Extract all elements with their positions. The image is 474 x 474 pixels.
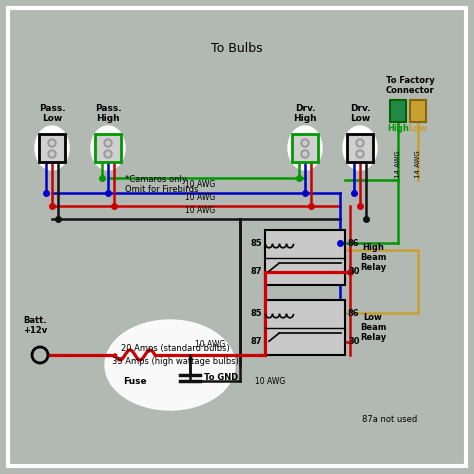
Circle shape: [104, 150, 112, 158]
Text: 30: 30: [348, 337, 359, 346]
Text: 87: 87: [250, 337, 262, 346]
Text: *Camaros only
Omit for Firebirds: *Camaros only Omit for Firebirds: [125, 175, 199, 194]
Circle shape: [301, 150, 309, 158]
Text: High
Beam
Relay: High Beam Relay: [360, 243, 386, 273]
Circle shape: [50, 152, 54, 156]
Text: To GND: To GND: [204, 373, 238, 382]
Circle shape: [301, 139, 309, 147]
Ellipse shape: [105, 320, 235, 410]
Text: High: High: [387, 124, 409, 133]
Text: Pass.
Low: Pass. Low: [39, 104, 65, 123]
Text: Batt.
+12v: Batt. +12v: [23, 316, 47, 335]
Bar: [95, 134, 121, 162]
Text: 10 AWG: 10 AWG: [185, 180, 215, 189]
Circle shape: [358, 152, 362, 156]
Bar: [410, 100, 426, 122]
Ellipse shape: [343, 126, 377, 170]
Circle shape: [106, 152, 110, 156]
Text: 85: 85: [250, 309, 262, 318]
Text: 86: 86: [348, 238, 360, 247]
Text: Fuse: Fuse: [123, 377, 147, 386]
Text: 30: 30: [348, 267, 359, 276]
Text: Low
Beam
Relay: Low Beam Relay: [360, 312, 386, 342]
Text: 10 AWG: 10 AWG: [255, 376, 285, 385]
Circle shape: [48, 150, 56, 158]
Bar: [292, 134, 318, 162]
Circle shape: [358, 141, 362, 145]
Circle shape: [106, 141, 110, 145]
Text: 87: 87: [250, 267, 262, 276]
Text: 14 AWG: 14 AWG: [415, 150, 421, 178]
Text: 20 Amps (standard bulbs)
35 Amps (high wattage bulbs): 20 Amps (standard bulbs) 35 Amps (high w…: [111, 344, 238, 366]
Circle shape: [104, 139, 112, 147]
Text: Drv.
Low: Drv. Low: [350, 104, 370, 123]
Circle shape: [50, 141, 54, 145]
Text: Pass.
High: Pass. High: [95, 104, 121, 123]
Bar: [347, 134, 373, 162]
Bar: [39, 134, 65, 162]
Text: 85: 85: [250, 238, 262, 247]
Ellipse shape: [35, 126, 69, 170]
Circle shape: [303, 141, 307, 145]
Circle shape: [356, 150, 364, 158]
Text: Low: Low: [409, 124, 428, 133]
Text: To Factory
Connector: To Factory Connector: [386, 75, 434, 95]
Text: 10 AWG: 10 AWG: [185, 206, 215, 215]
Circle shape: [303, 152, 307, 156]
Ellipse shape: [288, 126, 322, 170]
Bar: [265, 300, 345, 355]
Bar: [390, 100, 406, 122]
Text: To Bulbs: To Bulbs: [211, 42, 263, 55]
Text: Drv.
High: Drv. High: [293, 104, 317, 123]
Text: 10 AWG: 10 AWG: [195, 340, 225, 349]
Circle shape: [48, 139, 56, 147]
Circle shape: [356, 139, 364, 147]
Text: 14 AWG: 14 AWG: [395, 150, 401, 178]
Text: 86: 86: [348, 309, 360, 318]
Bar: [265, 230, 345, 285]
Text: 87a not used: 87a not used: [363, 416, 418, 425]
Text: 10 AWG: 10 AWG: [185, 193, 215, 202]
Ellipse shape: [91, 126, 125, 170]
